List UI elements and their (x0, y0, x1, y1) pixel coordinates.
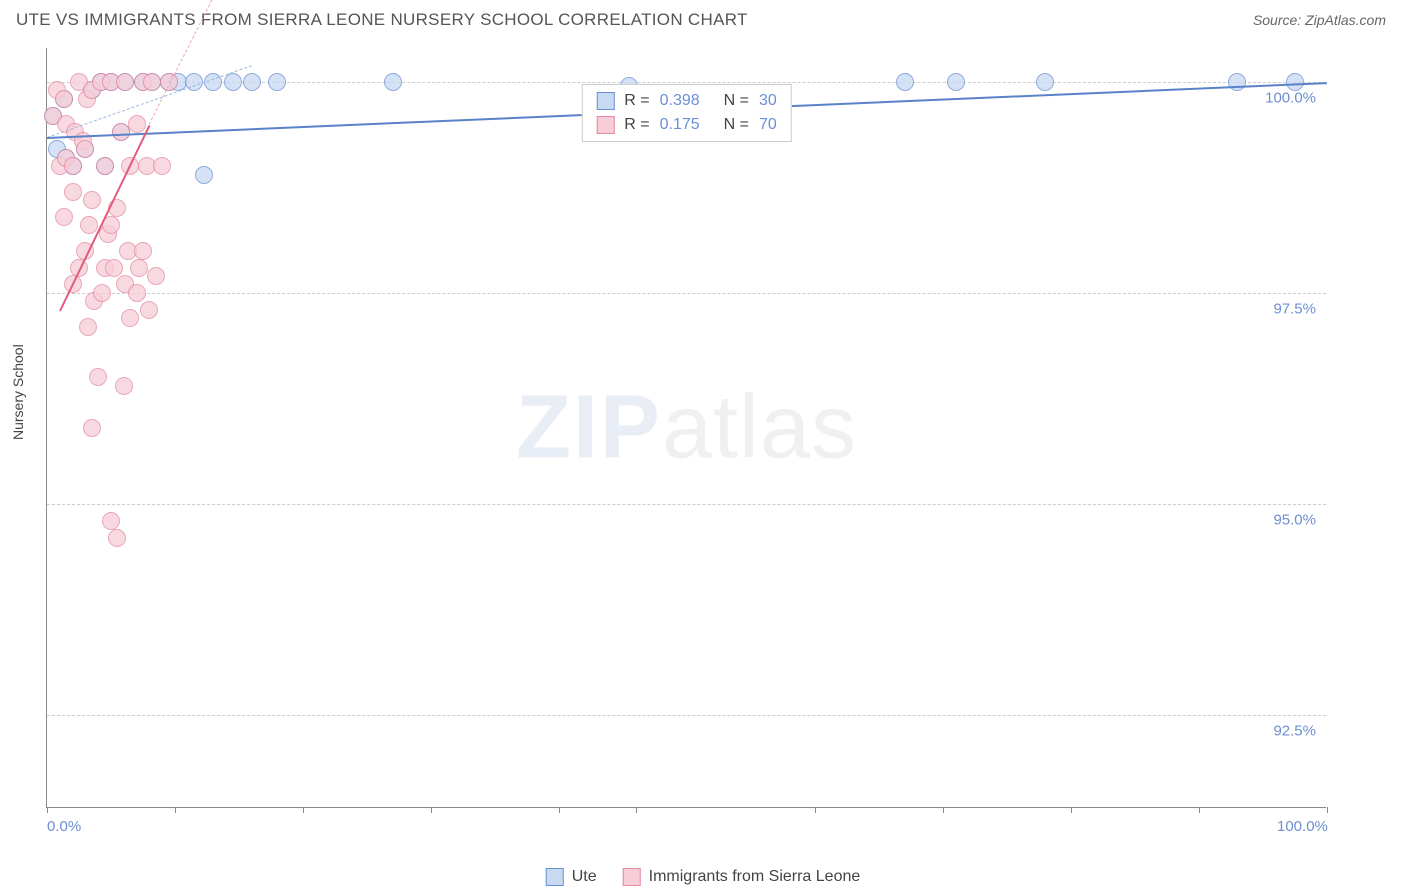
data-point-ute (896, 73, 914, 91)
data-point-ute (1036, 73, 1054, 91)
correlation-legend: R = 0.398 N = 30 R = 0.175 N = 70 (581, 84, 791, 142)
y-axis-label: Nursery School (10, 344, 26, 440)
legend-swatch (596, 116, 614, 134)
data-point-sierra (55, 90, 73, 108)
r-value: 0.175 (660, 116, 714, 134)
data-point-ute (384, 73, 402, 91)
x-tick (431, 807, 432, 813)
data-point-sierra (115, 377, 133, 395)
data-point-sierra (83, 419, 101, 437)
n-label: N = (724, 116, 749, 134)
x-tick (559, 807, 560, 813)
y-tick-label: 92.5% (1273, 723, 1316, 740)
data-point-sierra (147, 267, 165, 285)
data-point-sierra (143, 73, 161, 91)
data-point-sierra (64, 183, 82, 201)
x-tick (943, 807, 944, 813)
watermark: ZIPatlas (516, 376, 857, 479)
source-attribution: Source: ZipAtlas.com (1253, 12, 1386, 28)
correlation-row-ute: R = 0.398 N = 30 (582, 89, 790, 113)
chart-title: UTE VS IMMIGRANTS FROM SIERRA LEONE NURS… (16, 10, 748, 30)
data-point-ute (268, 73, 286, 91)
legend-label: Immigrants from Sierra Leone (649, 868, 861, 886)
data-point-sierra (134, 242, 152, 260)
data-point-sierra (116, 73, 134, 91)
data-point-sierra (80, 216, 98, 234)
n-value: 30 (759, 92, 777, 110)
data-point-sierra (130, 259, 148, 277)
chart-header: UTE VS IMMIGRANTS FROM SIERRA LEONE NURS… (0, 0, 1406, 36)
gridline-horizontal (47, 715, 1326, 716)
gridline-horizontal (47, 504, 1326, 505)
correlation-row-sierra: R = 0.175 N = 70 (582, 113, 790, 137)
watermark-zip: ZIP (516, 377, 662, 477)
legend-item-sierra: Immigrants from Sierra Leone (623, 868, 861, 886)
legend-swatch (623, 868, 641, 886)
y-tick-label: 95.0% (1273, 512, 1316, 529)
data-point-sierra (76, 140, 94, 158)
x-tick (1327, 807, 1328, 813)
data-point-sierra (55, 208, 73, 226)
legend-swatch (546, 868, 564, 886)
data-point-sierra (89, 368, 107, 386)
r-value: 0.398 (660, 92, 714, 110)
gridline-horizontal (47, 293, 1326, 294)
n-value: 70 (759, 116, 777, 134)
x-tick (175, 807, 176, 813)
data-point-ute (243, 73, 261, 91)
data-point-sierra (79, 318, 97, 336)
data-point-sierra (128, 284, 146, 302)
data-point-sierra (153, 157, 171, 175)
y-tick-label: 97.5% (1273, 300, 1316, 317)
r-label: R = (624, 116, 649, 134)
legend-bottom: Ute Immigrants from Sierra Leone (546, 868, 861, 886)
legend-item-ute: Ute (546, 868, 597, 886)
r-label: R = (624, 92, 649, 110)
n-label: N = (724, 92, 749, 110)
x-tick (47, 807, 48, 813)
x-tick (815, 807, 816, 813)
legend-label: Ute (572, 868, 597, 886)
legend-swatch (596, 92, 614, 110)
watermark-atlas: atlas (662, 377, 857, 477)
data-point-sierra (140, 301, 158, 319)
data-point-sierra (121, 309, 139, 327)
data-point-sierra (93, 284, 111, 302)
data-point-sierra (96, 157, 114, 175)
data-point-sierra (105, 259, 123, 277)
data-point-ute (195, 166, 213, 184)
data-point-sierra (83, 191, 101, 209)
data-point-ute (947, 73, 965, 91)
x-tick-label: 0.0% (47, 818, 81, 835)
x-tick (636, 807, 637, 813)
plot-area: ZIPatlas 92.5%95.0%97.5%100.0%0.0%100.0%… (46, 48, 1326, 808)
x-tick (1199, 807, 1200, 813)
y-tick-label: 100.0% (1265, 89, 1316, 106)
data-point-sierra (102, 512, 120, 530)
data-point-ute (224, 73, 242, 91)
data-point-sierra (108, 529, 126, 547)
data-point-sierra (128, 115, 146, 133)
data-point-sierra (64, 157, 82, 175)
x-tick (303, 807, 304, 813)
data-point-ute (1286, 73, 1304, 91)
x-tick (1071, 807, 1072, 813)
x-tick-label: 100.0% (1277, 818, 1328, 835)
